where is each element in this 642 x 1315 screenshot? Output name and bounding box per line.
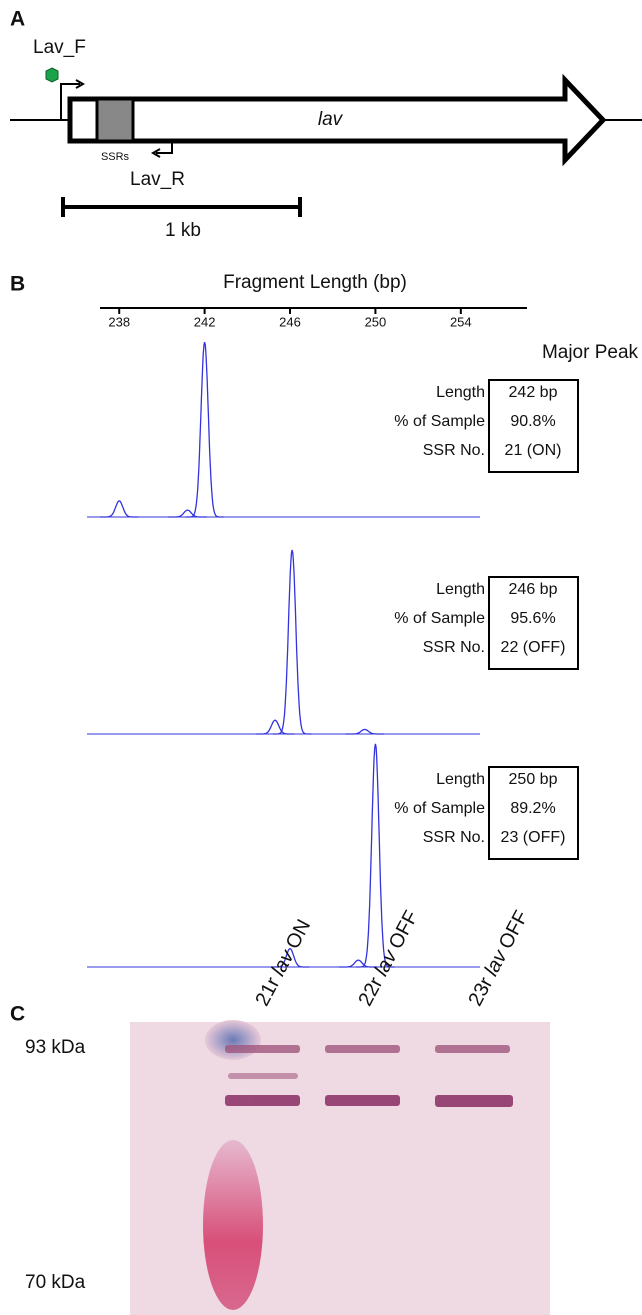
row-label: SSR No. [423,829,485,846]
peak [346,729,385,734]
lane-label: 21rlavON [252,916,316,1010]
panel-letter: B [10,273,25,296]
peak [185,342,223,517]
row-label: % of Sample [394,800,485,817]
lane-label-part: lav [268,946,300,980]
lane-label-part: 21r [252,974,285,1010]
marker-label: 93 kDa [25,1037,86,1058]
table-title: Major Peak [542,342,639,363]
lane-label-part: OFF [385,907,423,953]
row-label: Length [436,384,485,401]
lane-label-part: lav [481,946,513,980]
lane-label-part: OFF [495,907,533,953]
primer-label: Lav_F [33,37,86,58]
axis-title: Fragment Length (bp) [223,272,407,293]
row-label: SSR No. [423,639,485,656]
scale-label: 1 kb [165,220,201,241]
marker-label: 70 kDa [25,1272,86,1293]
table-value: 21 (ON) [505,442,562,459]
lane-label-part: ON [282,916,316,953]
table-value: 246 bp [509,581,558,598]
gel [130,1020,550,1315]
row-label: % of Sample [394,413,485,430]
repeat-label: SSRs [101,151,130,163]
table-value: 95.6% [510,610,555,627]
table-value: 250 bp [509,771,558,788]
tick-label: 242 [194,314,216,329]
lane-label-part: lav [371,946,403,980]
lane-label-part: 23r [465,974,498,1010]
table-value: 22 (OFF) [501,639,566,656]
row-label: % of Sample [394,610,485,627]
primer-label: Lav_R [130,169,185,190]
row-label: Length [436,581,485,598]
panel-letter: C [10,1003,25,1026]
row-label: Length [436,771,485,788]
lane-label: 22rlavOFF [355,907,423,1010]
gene-label: lav [318,109,344,130]
table-value: 90.8% [510,413,555,430]
tick-label: 246 [279,314,301,329]
lane-label: 23rlavOFF [465,907,533,1010]
peak [100,501,138,517]
peak [273,550,312,734]
table-value: 23 (OFF) [501,829,566,846]
row-label: SSR No. [423,442,485,459]
tick-label: 254 [450,314,472,329]
peak [168,510,206,517]
peak [256,720,294,734]
lane-label-part: 22r [355,974,388,1010]
table-value: 242 bp [509,384,558,401]
panel-letter: A [10,8,25,31]
gene-map [10,68,642,217]
figure: A Lav_F Lav_R lav SSRs 1 kb B Fragment L… [0,0,642,1315]
tick-label: 238 [108,314,130,329]
tick-label: 250 [365,314,387,329]
table-value: 89.2% [510,800,555,817]
